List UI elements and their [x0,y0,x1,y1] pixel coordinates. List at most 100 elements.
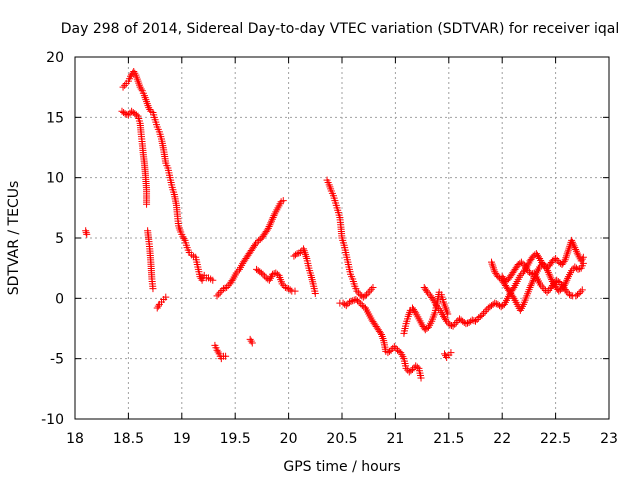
data-point [447,349,455,357]
data-point [214,348,222,356]
x-tick-label: 18 [66,431,84,447]
data-point [481,308,489,316]
data-point [345,298,353,306]
data-point [492,300,500,308]
data-point [253,238,261,246]
data-point [527,270,535,278]
data-point [265,223,273,231]
data-point [404,366,412,374]
data-point [353,297,361,305]
y-tick-label: 5 [55,231,64,247]
data-point [454,317,462,325]
data-point [516,259,524,267]
data-point [552,255,560,263]
data-point [550,256,558,264]
data-point [264,224,272,232]
data-point [562,278,570,286]
data-point [270,212,278,220]
data-point [357,300,365,308]
data-point [341,300,349,308]
data-point [579,259,587,267]
data-point [463,319,471,327]
data-point [219,285,227,293]
data-point [446,321,454,329]
data-point [545,270,553,278]
data-point [488,260,496,268]
data-point [452,318,460,326]
data-point [574,265,582,273]
data-point [447,321,455,329]
data-point [509,293,517,301]
data-point [269,213,277,221]
data-point [516,271,524,279]
data-point [215,290,223,298]
x-axis-label: GPS time / hours [283,459,400,475]
data-point [573,249,581,257]
data-point [136,83,144,91]
x-tick-label: 23 [600,431,618,447]
data-point [442,352,450,360]
data-points [82,67,587,382]
data-point [449,322,457,330]
y-tick-label: 10 [46,171,64,187]
data-point [119,83,127,91]
data-point [473,315,481,323]
data-point [549,280,557,288]
data-point [578,286,586,294]
data-point [259,270,267,278]
data-point [131,69,139,77]
data-point [567,291,575,299]
data-point [232,269,240,277]
y-axis-label: SDTVAR / TECUs [6,181,22,296]
data-point [234,267,242,275]
x-tick-labels: 18 18.5 19 19.5 20 20.5 21 21.5 22 22.5 23 [66,431,618,447]
data-point [553,256,561,264]
data-point [551,278,559,286]
data-point [124,111,132,119]
data-point [528,278,536,286]
data-point [539,259,547,267]
data-point [153,304,161,312]
data-point [491,299,499,307]
data-point [489,262,497,270]
chart-title: Day 298 of 2014, Sidereal Day-to-day VTE… [61,21,619,37]
data-point [222,352,230,360]
x-tick-label: 22 [493,431,511,447]
data-point [82,229,90,237]
data-point [540,261,548,269]
data-point [543,265,551,273]
data-point [228,277,236,285]
data-point [568,267,576,275]
data-point [367,285,375,293]
data-point [410,364,418,372]
data-point [363,291,371,299]
plot-frame [74,56,610,420]
data-point [355,289,363,297]
data-point [402,364,410,372]
data-point [126,109,134,117]
data-point [544,268,552,276]
data-point [266,221,274,229]
data-point [538,283,546,291]
y-tick-label: -5 [50,352,64,368]
data-point [423,288,431,296]
data-point [366,287,374,295]
y-tick-labels: -10 -5 0 5 10 15 20 [41,50,64,428]
data-point [261,272,269,280]
data-point [472,317,479,325]
y-tick-label: -10 [41,412,64,428]
data-point [281,283,289,291]
data-point [563,276,571,284]
data-point [564,246,572,254]
data-point [145,104,153,112]
data-point [563,250,571,258]
data-point [564,274,572,282]
data-point [441,350,449,358]
data-point [568,236,576,244]
x-tick-label: 19.5 [220,431,251,447]
data-point [364,289,372,297]
data-point [342,302,350,310]
data-point [535,253,543,261]
data-point [578,255,586,263]
data-point [433,303,441,311]
